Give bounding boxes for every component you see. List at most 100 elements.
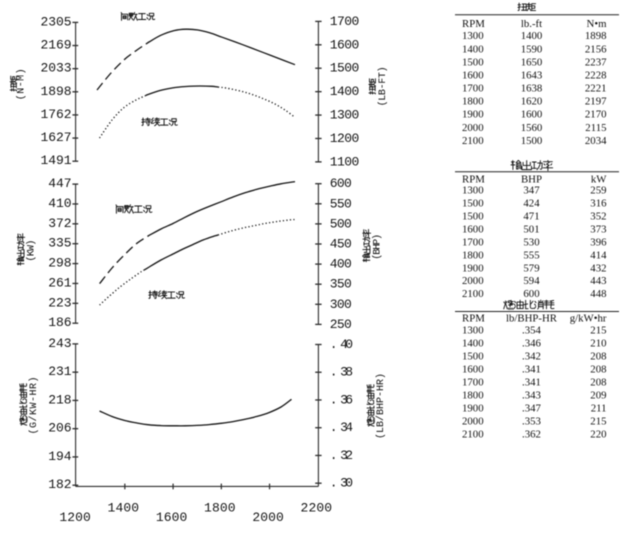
svg-text:RPM: RPM xyxy=(462,174,485,186)
svg-text:1650: 1650 xyxy=(521,56,543,68)
svg-text:1600: 1600 xyxy=(462,363,484,375)
svg-text:2156: 2156 xyxy=(585,43,607,55)
svg-text:215: 215 xyxy=(590,415,606,427)
svg-text:372: 372 xyxy=(48,216,71,231)
svg-text:. 38: . 38 xyxy=(330,365,353,380)
svg-text:1590: 1590 xyxy=(521,43,543,55)
svg-text:1900: 1900 xyxy=(462,109,484,121)
svg-text:2033: 2033 xyxy=(41,61,72,76)
svg-text:1800: 1800 xyxy=(204,501,236,516)
svg-text:1500: 1500 xyxy=(462,198,484,210)
svg-text:lb/BHP-HR: lb/BHP-HR xyxy=(506,312,558,324)
svg-text:.362: .362 xyxy=(522,428,541,440)
svg-text:1900: 1900 xyxy=(462,262,484,274)
svg-text:1300: 1300 xyxy=(462,324,484,336)
svg-text:424: 424 xyxy=(523,198,540,210)
svg-text:2170: 2170 xyxy=(585,109,607,121)
svg-text:300: 300 xyxy=(330,297,352,312)
svg-text:1762: 1762 xyxy=(41,107,72,122)
svg-text:1900: 1900 xyxy=(462,402,484,414)
svg-text:kW: kW xyxy=(591,174,607,186)
svg-text:2115: 2115 xyxy=(585,122,606,134)
svg-text:2197: 2197 xyxy=(585,96,607,108)
svg-text:432: 432 xyxy=(590,262,606,274)
svg-text:215: 215 xyxy=(590,324,606,336)
svg-text:2228: 2228 xyxy=(585,69,607,81)
svg-text:347: 347 xyxy=(523,185,540,197)
svg-text:194: 194 xyxy=(48,449,71,464)
svg-text:208: 208 xyxy=(590,363,606,375)
svg-text:450: 450 xyxy=(330,237,352,252)
svg-text:443: 443 xyxy=(590,275,606,287)
svg-text:1627: 1627 xyxy=(41,130,72,145)
svg-text:550: 550 xyxy=(330,196,352,211)
svg-text:1500: 1500 xyxy=(521,135,543,147)
svg-text:RPM: RPM xyxy=(462,18,485,30)
svg-text:1600: 1600 xyxy=(521,109,543,121)
svg-text:182: 182 xyxy=(48,477,71,492)
svg-text:1400: 1400 xyxy=(462,337,484,349)
svg-text:2000: 2000 xyxy=(462,122,484,134)
svg-text:1491: 1491 xyxy=(41,153,72,168)
svg-text:208: 208 xyxy=(590,350,606,362)
svg-text:1200: 1200 xyxy=(59,510,91,525)
svg-text:1560: 1560 xyxy=(521,122,543,134)
svg-text:1400: 1400 xyxy=(462,43,484,55)
svg-text:1700: 1700 xyxy=(462,376,484,388)
svg-text:555: 555 xyxy=(523,249,539,261)
svg-text:.354: .354 xyxy=(522,324,541,336)
svg-text:2237: 2237 xyxy=(585,56,607,68)
svg-text:209: 209 xyxy=(590,389,606,401)
svg-text:298: 298 xyxy=(48,256,71,271)
svg-text:1800: 1800 xyxy=(462,249,484,261)
svg-text:(BHP): (BHP) xyxy=(372,234,384,260)
svg-text:1100: 1100 xyxy=(330,154,360,169)
svg-text:1400: 1400 xyxy=(330,84,360,99)
svg-text:208: 208 xyxy=(590,376,606,388)
svg-text:2000: 2000 xyxy=(462,275,484,287)
svg-text:1600: 1600 xyxy=(330,37,360,52)
svg-text:g/kW•hr: g/kW•hr xyxy=(570,312,607,324)
svg-text:1620: 1620 xyxy=(521,96,543,108)
svg-text:1700: 1700 xyxy=(330,14,360,29)
svg-text:335: 335 xyxy=(48,236,71,251)
svg-text:530: 530 xyxy=(523,236,539,248)
svg-text:211: 211 xyxy=(591,402,607,414)
svg-text:1600: 1600 xyxy=(462,223,484,235)
svg-text:210: 210 xyxy=(590,337,606,349)
svg-text:1500: 1500 xyxy=(462,350,484,362)
svg-text:.346: .346 xyxy=(522,337,541,349)
svg-text:223: 223 xyxy=(48,295,71,310)
svg-text:1400: 1400 xyxy=(521,30,543,42)
svg-text:(N-M): (N-M) xyxy=(16,68,28,100)
svg-text:1300: 1300 xyxy=(462,185,484,197)
svg-text:(G/KW-HR): (G/KW-HR) xyxy=(28,377,40,435)
svg-text:1898: 1898 xyxy=(41,84,72,99)
svg-text:500: 500 xyxy=(330,216,352,231)
svg-text:. 36: . 36 xyxy=(330,393,353,408)
svg-text:250: 250 xyxy=(330,317,352,332)
svg-text:1800: 1800 xyxy=(462,96,484,108)
svg-text:(LB/BHP-HR): (LB/BHP-HR) xyxy=(375,373,387,439)
svg-text:2305: 2305 xyxy=(41,14,72,29)
svg-text:2100: 2100 xyxy=(462,135,484,147)
svg-text:.342: .342 xyxy=(522,350,541,362)
svg-text:186: 186 xyxy=(48,315,71,330)
svg-text:2221: 2221 xyxy=(585,83,607,95)
svg-text:1638: 1638 xyxy=(521,83,543,95)
svg-text:579: 579 xyxy=(523,262,539,274)
svg-text:1600: 1600 xyxy=(156,510,188,525)
svg-text:448: 448 xyxy=(590,288,606,300)
svg-text:1898: 1898 xyxy=(585,30,607,42)
svg-text:1200: 1200 xyxy=(330,131,360,146)
svg-text:1300: 1300 xyxy=(462,30,484,42)
svg-text:1700: 1700 xyxy=(462,83,484,95)
svg-text:231: 231 xyxy=(48,364,71,379)
svg-text:396: 396 xyxy=(590,236,607,248)
svg-text:2169: 2169 xyxy=(41,38,72,53)
svg-text:316: 316 xyxy=(590,198,607,210)
svg-text:2100: 2100 xyxy=(462,428,484,440)
svg-text:. 34: . 34 xyxy=(330,420,353,435)
svg-text:.341: .341 xyxy=(522,376,541,388)
svg-text:.347: .347 xyxy=(522,402,541,414)
